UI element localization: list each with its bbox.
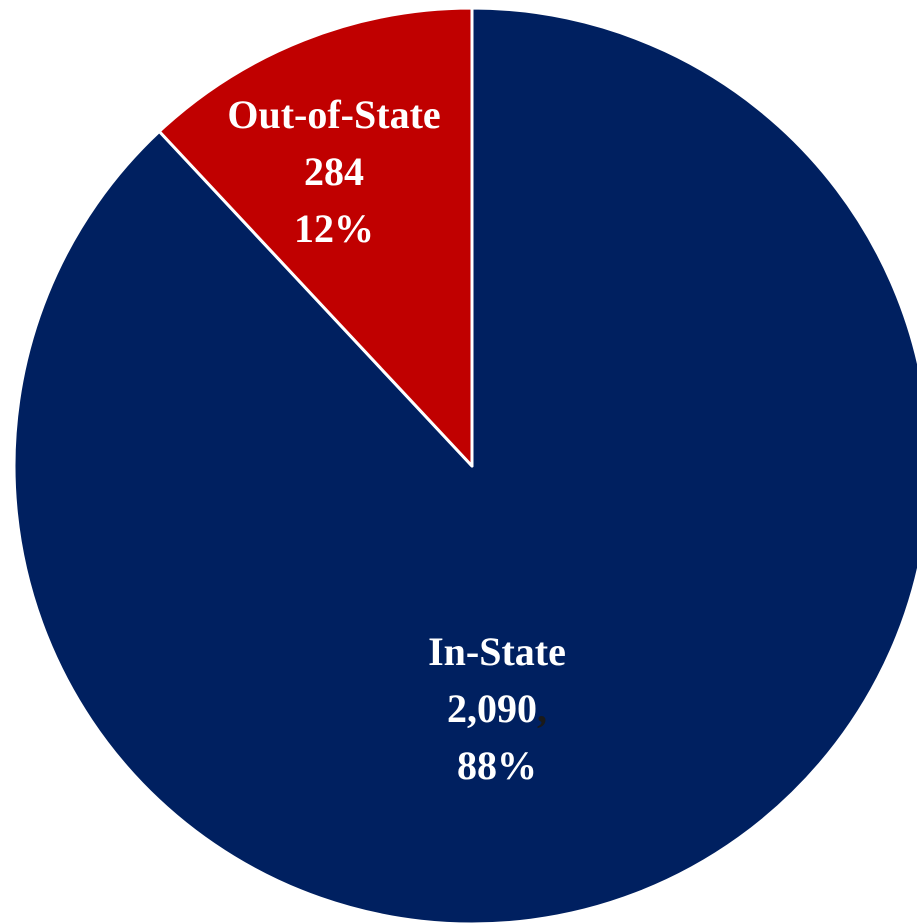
label-in-state-value: 2,090: [447, 686, 537, 731]
label-out-of-state-value: 284: [304, 149, 364, 194]
label-out-of-state-line-1: Out-of-State: [227, 92, 440, 137]
label-out-of-state-line-3: 12%: [294, 206, 374, 251]
label-out-of-state-percent: 12%: [294, 206, 374, 251]
pie-slices: [12, 6, 917, 923]
label-in-state-line-2: 2,090,: [447, 686, 547, 731]
label-in-state-percent: 88%: [457, 743, 537, 788]
label-out-of-state-name: Out-of-State: [227, 92, 440, 137]
label-in-state-line-3: 88%: [457, 743, 537, 788]
pie-slice-out-of-state: [157, 6, 474, 468]
label-out-of-state-line-2: 284: [304, 149, 364, 194]
label-in-state-name: In-State: [428, 629, 566, 674]
label-in-state-line-1: In-State: [428, 629, 566, 674]
pie-slice-in-state: [12, 6, 917, 923]
label-in-state-separator: ,: [537, 686, 547, 731]
